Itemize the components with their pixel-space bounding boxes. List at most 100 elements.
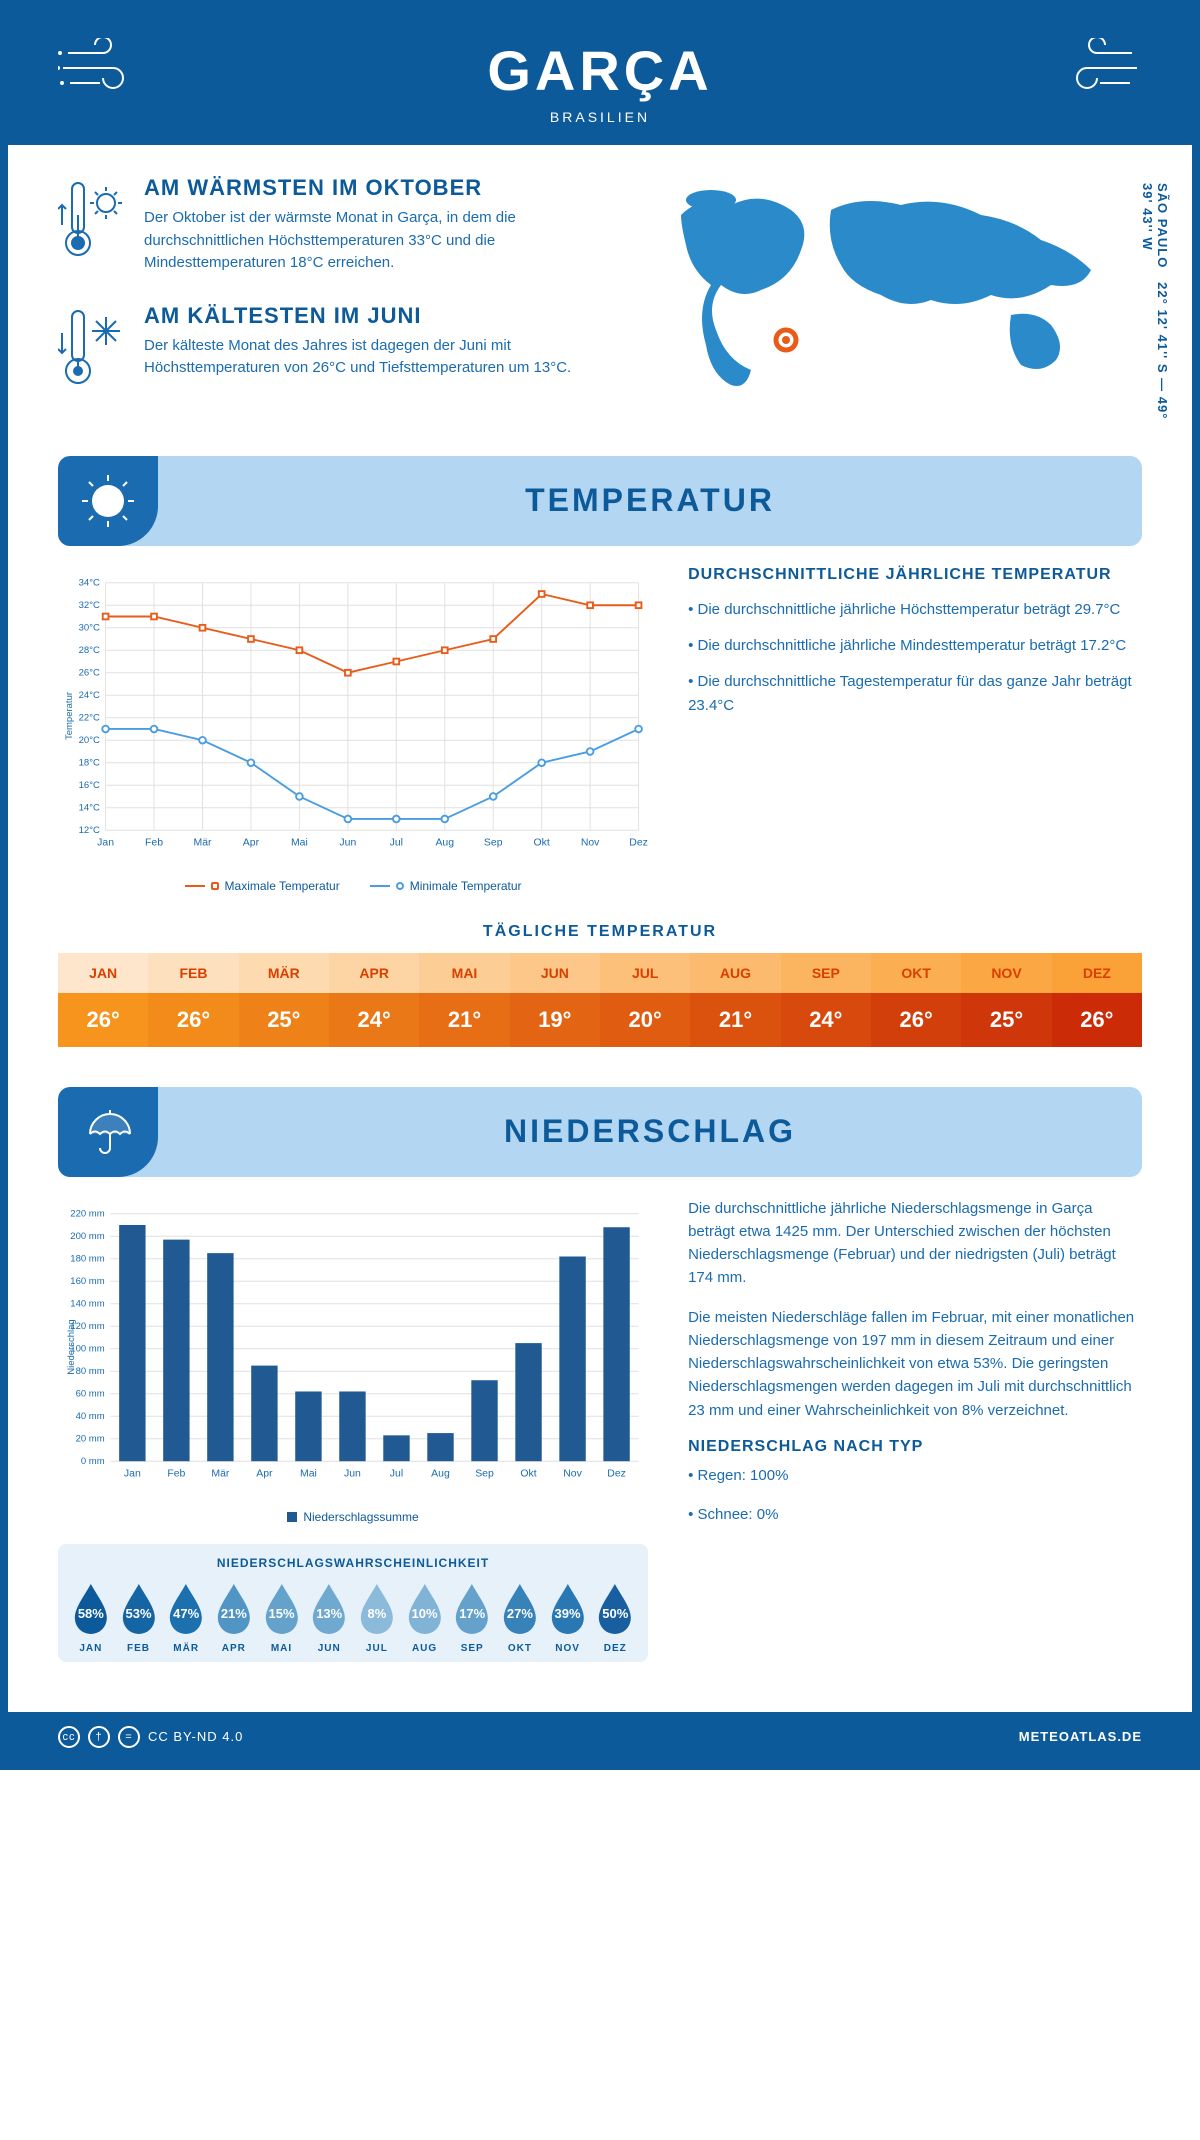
- precipitation-chart: 0 mm20 mm40 mm60 mm80 mm100 mm120 mm140 …: [58, 1197, 648, 1662]
- probability-drop: 21% APR: [211, 1580, 257, 1654]
- svg-text:220 mm: 220 mm: [70, 1208, 104, 1219]
- svg-text:32°C: 32°C: [79, 600, 100, 611]
- sun-icon: [58, 456, 158, 546]
- temp-legend: Maximale Temperatur Minimale Temperatur: [58, 879, 648, 893]
- svg-text:Nov: Nov: [581, 837, 600, 848]
- daily-month: APR: [329, 953, 419, 993]
- wind-icon: [58, 38, 148, 103]
- daily-month: MAI: [419, 953, 509, 993]
- svg-text:16°C: 16°C: [79, 780, 100, 791]
- svg-text:40 mm: 40 mm: [76, 1411, 105, 1422]
- daily-month: NOV: [961, 953, 1051, 993]
- daily-value: 21°: [690, 993, 780, 1047]
- svg-text:Apr: Apr: [256, 1468, 273, 1479]
- svg-text:Mai: Mai: [300, 1468, 317, 1479]
- warmest-block: AM WÄRMSTEN IM OKTOBER Der Oktober ist d…: [58, 175, 580, 275]
- daily-value: 26°: [148, 993, 238, 1047]
- cc-icon: cc: [58, 1726, 80, 1748]
- temperature-info: DURCHSCHNITTLICHE JÄHRLICHE TEMPERATUR •…: [688, 566, 1142, 893]
- svg-text:Nov: Nov: [563, 1468, 582, 1479]
- svg-text:28°C: 28°C: [79, 645, 100, 656]
- daily-month: DEZ: [1052, 953, 1142, 993]
- svg-text:Mär: Mär: [211, 1468, 230, 1479]
- svg-text:Jul: Jul: [390, 837, 403, 848]
- license: cc † = CC BY-ND 4.0: [58, 1726, 243, 1748]
- world-map: SÃO PAULO 22° 12' 41'' S — 49° 39' 43'' …: [620, 175, 1142, 426]
- coldest-text: Der kälteste Monat des Jahres ist dagege…: [144, 335, 580, 380]
- svg-text:Jun: Jun: [344, 1468, 361, 1479]
- precip-legend: Niederschlagssumme: [58, 1510, 648, 1524]
- daily-value: 26°: [871, 993, 961, 1047]
- svg-text:Dez: Dez: [607, 1468, 626, 1479]
- daily-month: JUL: [600, 953, 690, 993]
- daily-value: 26°: [58, 993, 148, 1047]
- probability-drop: 27% OKT: [497, 1580, 543, 1654]
- svg-text:Feb: Feb: [167, 1468, 185, 1479]
- svg-text:Aug: Aug: [435, 837, 454, 848]
- thermometer-snow-icon: [58, 303, 128, 398]
- probability-drop: 15% MAI: [259, 1580, 305, 1654]
- svg-text:Temperatur: Temperatur: [64, 691, 75, 739]
- svg-text:Dez: Dez: [629, 837, 648, 848]
- svg-text:18°C: 18°C: [79, 757, 100, 768]
- daily-value: 24°: [781, 993, 871, 1047]
- temperature-chart: 12°C14°C16°C18°C20°C22°C24°C26°C28°C30°C…: [58, 566, 648, 893]
- daily-value: 26°: [1052, 993, 1142, 1047]
- svg-text:22°C: 22°C: [79, 712, 100, 723]
- svg-text:26°C: 26°C: [79, 667, 100, 678]
- daily-month: FEB: [148, 953, 238, 993]
- svg-text:80 mm: 80 mm: [76, 1366, 105, 1377]
- daily-value: 25°: [961, 993, 1051, 1047]
- svg-text:34°C: 34°C: [79, 577, 100, 588]
- wind-icon: [1052, 38, 1142, 103]
- svg-text:Apr: Apr: [243, 837, 260, 848]
- svg-text:60 mm: 60 mm: [76, 1388, 105, 1399]
- daily-month: MÄR: [239, 953, 329, 993]
- svg-text:Aug: Aug: [431, 1468, 450, 1479]
- daily-value: 20°: [600, 993, 690, 1047]
- svg-text:Mai: Mai: [291, 837, 308, 848]
- daily-value: 25°: [239, 993, 329, 1047]
- coordinates: SÃO PAULO 22° 12' 41'' S — 49° 39' 43'' …: [1140, 183, 1170, 426]
- country: BRASILIEN: [28, 109, 1172, 125]
- warmest-title: AM WÄRMSTEN IM OKTOBER: [144, 175, 580, 201]
- daily-month: JAN: [58, 953, 148, 993]
- daily-month: AUG: [690, 953, 780, 993]
- svg-text:24°C: 24°C: [79, 690, 100, 701]
- svg-text:Jun: Jun: [339, 837, 356, 848]
- svg-text:Jan: Jan: [97, 837, 114, 848]
- svg-text:Feb: Feb: [145, 837, 163, 848]
- svg-text:30°C: 30°C: [79, 622, 100, 633]
- daily-value: 21°: [419, 993, 509, 1047]
- svg-text:14°C: 14°C: [79, 802, 100, 813]
- daily-temp-title: TÄGLICHE TEMPERATUR: [58, 923, 1142, 941]
- probability-box: NIEDERSCHLAGSWAHRSCHEINLICHKEIT 58% JAN …: [58, 1544, 648, 1662]
- daily-value: 24°: [329, 993, 419, 1047]
- precipitation-info: Die durchschnittliche jährliche Niedersc…: [688, 1197, 1142, 1662]
- svg-text:200 mm: 200 mm: [70, 1231, 104, 1242]
- probability-drop: 17% SEP: [449, 1580, 495, 1654]
- probability-drop: 47% MÄR: [163, 1580, 209, 1654]
- probability-drop: 50% DEZ: [592, 1580, 638, 1654]
- header: GARÇA BRASILIEN: [8, 8, 1192, 145]
- footer: cc † = CC BY-ND 4.0 METEOATLAS.DE: [8, 1712, 1192, 1762]
- svg-text:Sep: Sep: [475, 1468, 494, 1479]
- daily-month: OKT: [871, 953, 961, 993]
- warmest-text: Der Oktober ist der wärmste Monat in Gar…: [144, 207, 580, 275]
- nd-icon: =: [118, 1726, 140, 1748]
- probability-drop: 8% JUL: [354, 1580, 400, 1654]
- section-precipitation: NIEDERSCHLAG: [58, 1087, 1142, 1177]
- svg-text:160 mm: 160 mm: [70, 1276, 104, 1287]
- daily-month: JUN: [510, 953, 600, 993]
- svg-text:0 mm: 0 mm: [81, 1456, 105, 1467]
- umbrella-icon: [58, 1087, 158, 1177]
- svg-text:Jul: Jul: [390, 1468, 403, 1479]
- daily-month: SEP: [781, 953, 871, 993]
- probability-drop: 39% NOV: [545, 1580, 591, 1654]
- city-title: GARÇA: [28, 38, 1172, 103]
- section-temperature: TEMPERATUR: [58, 456, 1142, 546]
- coldest-title: AM KÄLTESTEN IM JUNI: [144, 303, 580, 329]
- site-name: METEOATLAS.DE: [1019, 1729, 1142, 1744]
- probability-drop: 53% FEB: [116, 1580, 162, 1654]
- probability-drop: 58% JAN: [68, 1580, 114, 1654]
